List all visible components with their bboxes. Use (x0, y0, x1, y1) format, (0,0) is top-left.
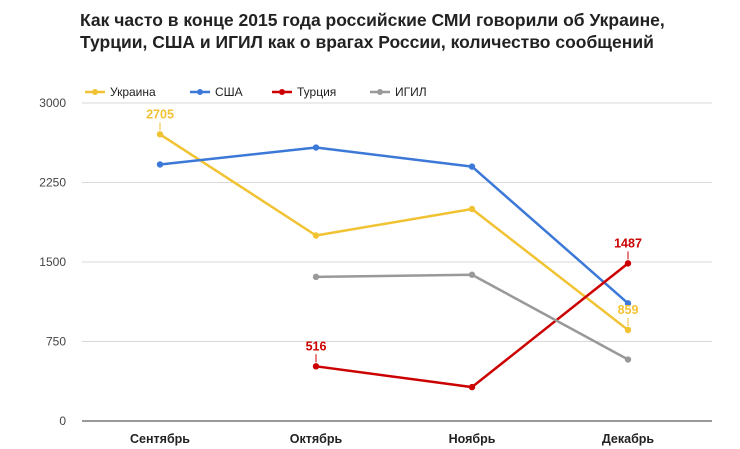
series-line (315, 273, 629, 361)
data-point (624, 260, 632, 267)
data-point (312, 363, 320, 370)
data-label: 516 (306, 339, 327, 353)
series-line (315, 262, 629, 389)
data-point (624, 356, 632, 363)
data-label: 1487 (614, 236, 642, 250)
data-labels: 2705 859 516 1487 (146, 107, 642, 363)
legend-label: ИГИЛ (395, 85, 427, 99)
legend-item: ИГИЛ (370, 85, 427, 99)
data-point (312, 232, 320, 239)
x-tick-label: Сентябрь (130, 432, 190, 446)
y-tick-label: 750 (46, 335, 66, 349)
data-point (312, 273, 320, 281)
legend-marker (377, 89, 383, 95)
legend: Украина США Турция ИГИЛ (85, 85, 427, 99)
legend-marker (92, 89, 98, 95)
legend-item: США (190, 85, 243, 99)
data-point (468, 163, 476, 170)
axes: 0 750 1500 2250 3000 Сентябрь Октябрь Ноябрь Дек… (39, 96, 712, 446)
legend-marker (197, 89, 203, 95)
series-1 (156, 144, 632, 307)
x-tick-label: Октябрь (290, 432, 343, 446)
legend-item: Турция (272, 85, 336, 99)
y-tick-label: 0 (59, 414, 66, 428)
data-point (312, 144, 320, 151)
data-point (468, 205, 476, 213)
data-point (624, 300, 632, 307)
y-tick-label: 3000 (39, 96, 66, 110)
data-point (468, 383, 476, 391)
legend-item: Украина (85, 85, 156, 99)
data-label: 859 (618, 303, 639, 317)
series-line (159, 133, 629, 331)
data-point (468, 271, 476, 278)
legend-label: Турция (297, 85, 336, 99)
legend-marker (279, 89, 285, 95)
gridlines (82, 102, 712, 342)
data-point (624, 326, 632, 334)
series-0 (156, 131, 632, 334)
y-tick-label: 1500 (39, 255, 66, 269)
series-2 (312, 260, 632, 391)
data-point (156, 161, 164, 168)
legend-label: Украина (110, 85, 156, 99)
chart-title: Как часто в конце 2015 года российские С… (80, 10, 665, 52)
y-tick-label: 2250 (39, 176, 66, 190)
legend-label: США (215, 85, 243, 99)
series-3 (312, 271, 632, 363)
x-tick-label: Декабрь (602, 432, 655, 446)
series-line (159, 146, 629, 305)
series-lines (156, 131, 632, 391)
data-point (156, 131, 164, 138)
x-tick-label: Ноябрь (449, 432, 496, 446)
data-label: 2705 (146, 107, 174, 121)
